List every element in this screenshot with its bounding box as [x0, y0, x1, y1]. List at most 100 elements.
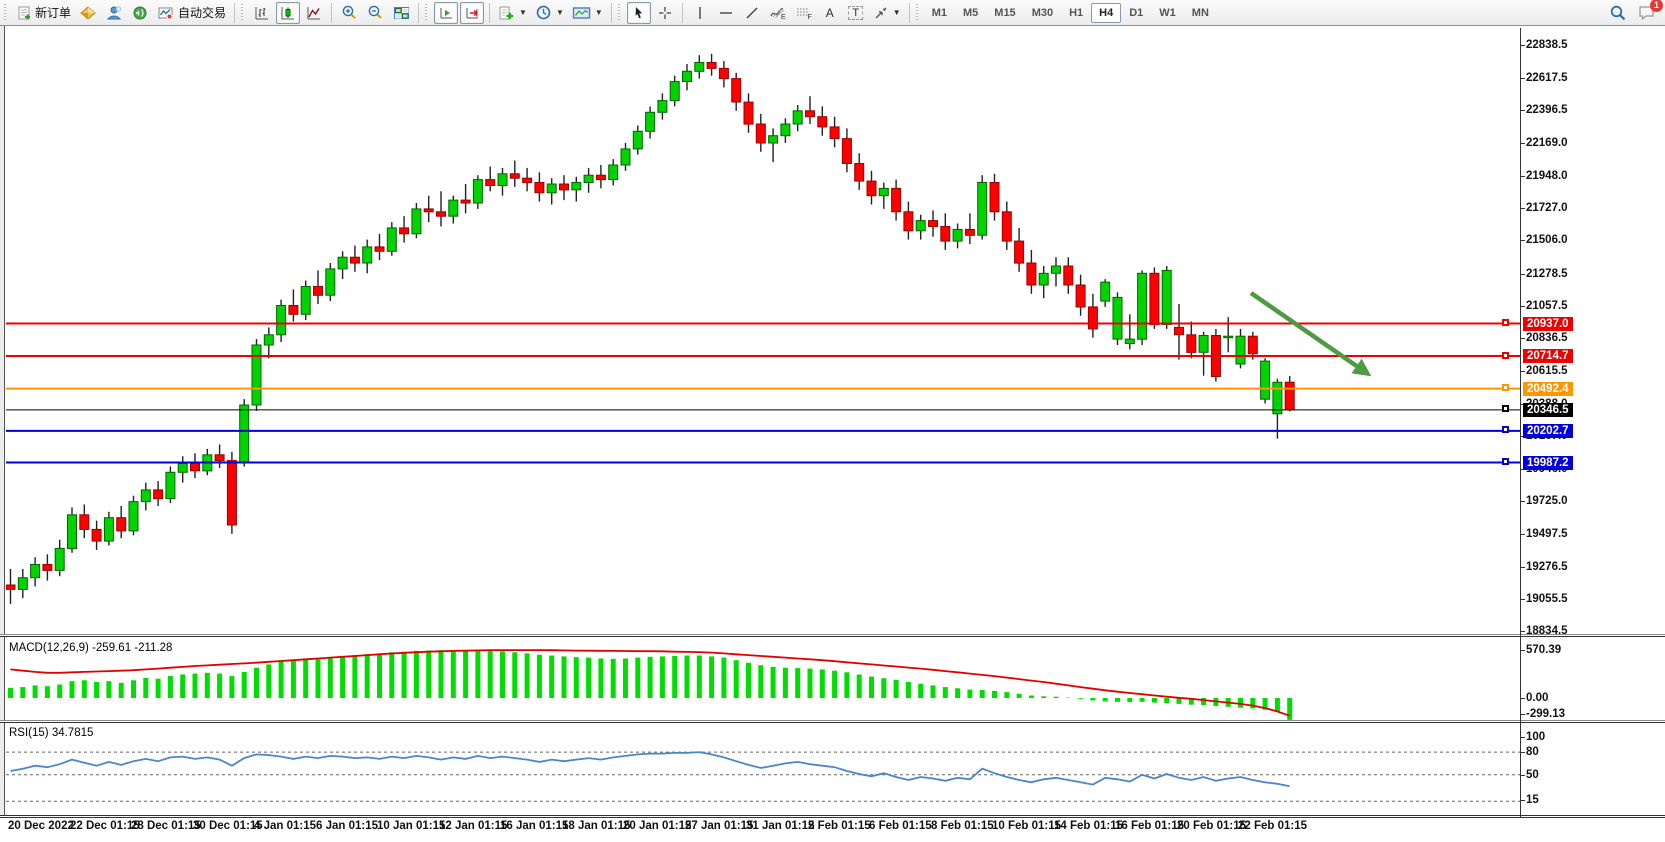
time-axis-label: 4 Jan 01:15 [254, 820, 317, 832]
time-axis-label: 18 Jan 01:15 [562, 820, 631, 832]
search-icon[interactable] [1609, 4, 1627, 22]
level-anchor-marker[interactable] [1502, 351, 1509, 359]
axis-tick [1520, 305, 1525, 307]
indicators-button[interactable]: ▼ [495, 2, 530, 24]
candle [829, 126, 840, 140]
timeframe-button-w1[interactable]: W1 [1159, 6, 1176, 19]
level-anchor-marker[interactable] [1502, 384, 1509, 392]
time-axis-label: 20 Feb 01:15 [1177, 820, 1247, 832]
candlestick-chart-button[interactable] [276, 1, 301, 24]
candle [1235, 335, 1246, 365]
rsi-panel-plot[interactable] [6, 723, 1520, 816]
chart-window[interactable]: ▼ HK50-,H4 20535.5 20578.5 20336.5 20346… [0, 26, 1665, 842]
timeframe-button-m1[interactable]: M1 [931, 6, 947, 19]
text-tool[interactable]: A [818, 2, 842, 24]
toolbar-grip[interactable] [425, 3, 431, 22]
chart-left-edge [0, 26, 5, 817]
candle [103, 517, 114, 542]
candle [1174, 326, 1184, 336]
price-level-label[interactable]: 20937.0 [1523, 316, 1573, 331]
time-axis-label: 12 Jan 01:15 [439, 820, 508, 832]
axis-tick [1520, 598, 1525, 600]
candle [386, 227, 397, 252]
price-level-label[interactable]: 20492.4 [1523, 381, 1573, 396]
notifications-button[interactable]: 1 [1637, 0, 1663, 22]
candle [1137, 272, 1148, 340]
periods-button[interactable]: ▼ [532, 2, 567, 24]
signals-button[interactable] [102, 2, 126, 24]
level-anchor-marker[interactable] [1502, 319, 1509, 326]
line-chart-icon [306, 5, 322, 21]
toolbar-grip[interactable] [915, 3, 921, 22]
candle [1198, 335, 1209, 353]
main-toolbar: 新订单 自动交易 [0, 0, 1665, 27]
zoom-in-button[interactable] [337, 2, 361, 24]
auto-trading-button[interactable]: 自动交易 [154, 2, 229, 24]
candle [276, 305, 287, 336]
candle [300, 286, 311, 315]
price-chart-plot[interactable] [6, 28, 1520, 636]
candle [1223, 335, 1234, 339]
candle [313, 286, 323, 296]
timeframe-button-mn[interactable]: MN [1191, 6, 1209, 19]
candle [67, 514, 77, 549]
cursor-button[interactable] [626, 1, 651, 24]
toolbar-grip[interactable] [4, 3, 9, 22]
text-label-tool[interactable]: T [844, 2, 868, 24]
toolbar-grip[interactable] [617, 3, 623, 22]
candle [522, 177, 533, 184]
auto-scroll-button[interactable] [434, 1, 459, 24]
candle [1284, 381, 1295, 411]
candle [17, 577, 28, 590]
crosshair-button[interactable] [653, 2, 677, 24]
candle [768, 135, 779, 144]
news-button[interactable] [128, 2, 152, 24]
bar-chart-button[interactable] [250, 2, 274, 24]
zoom-out-button[interactable] [363, 2, 387, 24]
macd-panel-plot[interactable] [6, 638, 1520, 722]
rsi-indicator-label: RSI(15) 34.7815 [9, 727, 94, 739]
price-level-label[interactable]: 20346.5 [1523, 402, 1573, 417]
panel-separator[interactable] [0, 720, 1665, 723]
timeframe-button-m5[interactable]: M5 [963, 6, 979, 19]
tile-windows-button[interactable] [389, 2, 413, 24]
candle [928, 220, 938, 228]
trend-arrow-annotation[interactable] [1249, 291, 1372, 377]
candle [706, 62, 717, 69]
price-axis-tick: 20836.5 [1526, 332, 1568, 345]
market-button[interactable] [76, 2, 100, 24]
chart-shift-button[interactable] [460, 1, 485, 24]
elliott-waves-icon: E [769, 5, 787, 21]
timeframe-button-h4[interactable]: H4 [1091, 2, 1122, 23]
price-level-label[interactable]: 20202.7 [1523, 423, 1573, 438]
level-anchor-marker[interactable] [1502, 458, 1509, 465]
candle [460, 199, 471, 204]
time-axis-label: 16 Jan 01:15 [500, 820, 569, 832]
vertical-line-tool[interactable] [688, 2, 712, 24]
new-order-button[interactable]: 新订单 [13, 2, 74, 24]
price-level-label[interactable]: 20714.7 [1523, 349, 1573, 363]
timeframe-button-d1[interactable]: D1 [1129, 6, 1144, 19]
timeframe-button-m15[interactable]: M15 [994, 6, 1016, 19]
level-anchor-marker[interactable] [1502, 405, 1509, 413]
panel-separator[interactable] [0, 634, 1665, 637]
elliott-waves-tool[interactable]: E [766, 2, 790, 24]
toolbar-grip[interactable] [241, 3, 247, 22]
candle [239, 404, 250, 463]
timeframe-button-m30[interactable]: M30 [1031, 6, 1054, 19]
candle [964, 228, 975, 236]
horizontal-line-tool[interactable] [714, 2, 738, 24]
chevron-down-icon: ▼ [555, 8, 564, 17]
candle [497, 173, 508, 187]
price-level-label[interactable]: 19987.2 [1523, 455, 1573, 470]
trendline-tool[interactable] [740, 2, 764, 24]
fibonacci-tool[interactable]: F [792, 2, 816, 24]
templates-button[interactable]: ▼ [569, 2, 606, 24]
candle [509, 173, 520, 179]
level-anchor-marker[interactable] [1502, 426, 1509, 434]
candle [349, 256, 360, 264]
arrows-tool[interactable]: ▼ [870, 2, 904, 24]
line-chart-button[interactable] [302, 2, 326, 24]
timeframe-button-h1[interactable]: H1 [1069, 6, 1084, 19]
candle [571, 182, 582, 191]
